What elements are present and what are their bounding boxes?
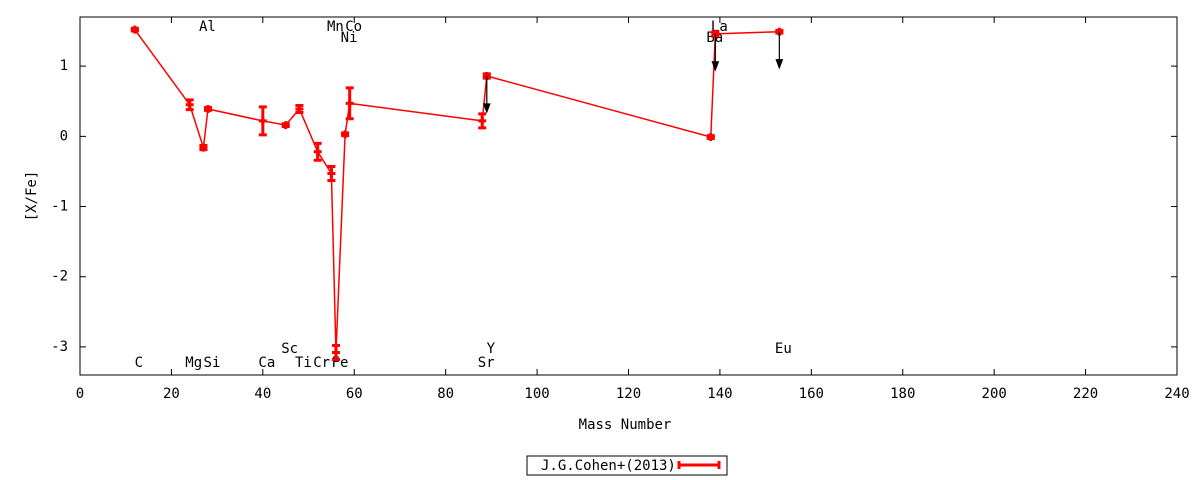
point <box>203 104 212 113</box>
data-line <box>134 29 780 353</box>
element-label: Mg <box>185 355 202 371</box>
element-label: Ti <box>295 355 312 371</box>
plot-frame <box>79 16 1178 376</box>
y-axis-label: [X/Fe] <box>24 171 40 222</box>
point <box>281 121 290 130</box>
element-label: Eu <box>775 341 792 357</box>
point <box>199 143 208 152</box>
y-tick-label: -1 <box>51 199 68 215</box>
legend-label: J.G.Cohen+(2013) <box>541 458 676 474</box>
point <box>345 99 354 108</box>
upper-limit-arrow <box>711 33 720 72</box>
x-tick-label: 60 <box>346 386 363 402</box>
element-label: Ca <box>258 355 275 371</box>
x-tick-label: 80 <box>437 386 454 402</box>
legend-box <box>526 455 728 476</box>
x-tick-label: 0 <box>76 386 84 402</box>
x-tick-label: 200 <box>982 386 1007 402</box>
x-tick-label: 220 <box>1073 386 1098 402</box>
x-tick-label: 20 <box>163 386 180 402</box>
x-axis-label: Mass Number <box>579 417 672 433</box>
element-label: Fe <box>332 355 349 371</box>
point <box>130 25 139 34</box>
upper-limit-arrow <box>775 31 784 70</box>
point <box>331 348 340 357</box>
x-tick-label: 160 <box>799 386 824 402</box>
element-label: Ni <box>341 30 358 46</box>
element-label: Co <box>345 19 362 35</box>
y-tick-label: -2 <box>51 269 68 285</box>
x-tick-label: 100 <box>524 386 549 402</box>
upper-limit-arrow <box>482 75 491 114</box>
element-label: Si <box>204 355 221 371</box>
y-tick-label: -3 <box>51 339 68 355</box>
element-label: Sr <box>478 355 495 371</box>
element-label: Sc <box>281 341 298 357</box>
point <box>327 169 336 178</box>
point <box>258 116 267 125</box>
point <box>706 133 715 142</box>
point <box>478 116 487 125</box>
element-label: Cr <box>313 355 330 371</box>
x-tick-label: 120 <box>616 386 641 402</box>
element-label: Y <box>487 341 496 357</box>
x-tick-label: 140 <box>707 386 732 402</box>
element-label: Al <box>199 19 216 35</box>
y-tick-label: 0 <box>60 128 68 144</box>
x-tick-label: 240 <box>1164 386 1189 402</box>
point <box>341 130 350 139</box>
element-label: Mn <box>327 19 344 35</box>
x-tick-label: 180 <box>890 386 915 402</box>
x-tick-label: 40 <box>254 386 271 402</box>
legend-swatch <box>677 461 721 469</box>
point <box>295 104 304 113</box>
point <box>313 147 322 156</box>
point <box>185 100 194 109</box>
element-label: C <box>135 355 143 371</box>
y-tick-label: 1 <box>60 58 68 74</box>
